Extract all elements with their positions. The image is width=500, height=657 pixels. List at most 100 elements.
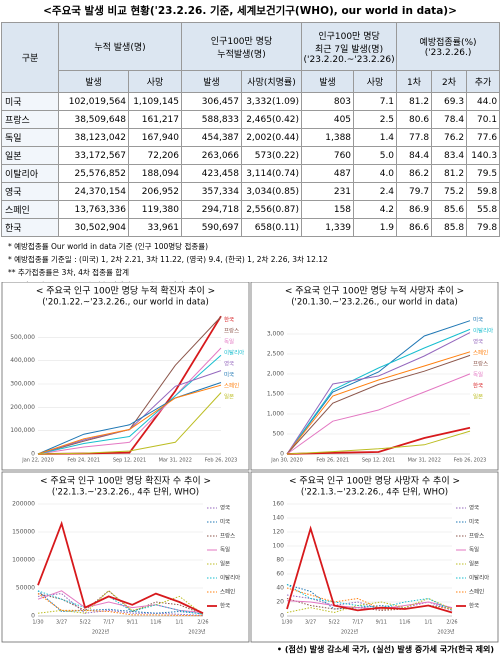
x-tick-label: Jan 30, 2020	[270, 458, 303, 464]
cell: 5.0	[353, 146, 398, 165]
y-tick-label: 200,000	[10, 404, 35, 411]
subheader-cell: 사망	[127, 70, 183, 93]
legend-label: 독일	[220, 546, 230, 554]
series-line	[37, 590, 204, 615]
chart-title: < 주요국 인구 100만 명당 확진자 수 추이 >	[40, 475, 211, 487]
y-tick-label: 80	[276, 557, 284, 564]
header-cell: 인구100만 명당 최근 7일 발생(명) ('23.2.20.~'23.2.2…	[301, 22, 398, 71]
subheader-cell: 발생	[181, 70, 243, 93]
cell: 78.4	[431, 110, 468, 129]
x-group-label: 2023년	[188, 629, 206, 636]
x-tick-label: 11/6	[399, 620, 410, 626]
cell: 405	[301, 110, 355, 129]
country-cell: 영국	[1, 182, 59, 201]
x-tick-label: 9/11	[127, 620, 138, 626]
cell: 1,339	[301, 218, 355, 237]
series-end-label: 스페인	[224, 382, 239, 390]
cell: 487	[301, 164, 355, 183]
series-end-label: 한국	[473, 383, 483, 390]
series-line	[37, 384, 222, 455]
cell: 231	[301, 182, 355, 201]
legend-label: 한국	[469, 603, 479, 610]
panel	[250, 471, 499, 643]
y-tick-label: 150000	[12, 529, 35, 536]
series-end-label: 이탈리아	[224, 349, 244, 357]
x-tick-label: 2/26	[197, 620, 208, 626]
cell: 3,332(1.09)	[241, 92, 303, 111]
series-line	[37, 590, 204, 614]
series-line	[286, 354, 471, 455]
series-end-label: 미국	[224, 371, 234, 379]
cell: 102,019,564	[58, 92, 129, 111]
cell: 140.3	[466, 146, 500, 165]
legend-label: 영국	[469, 504, 479, 512]
x-tick-label: 1/30	[281, 620, 292, 626]
y-tick-label: 100	[273, 543, 285, 550]
country-cell: 미국	[1, 92, 59, 111]
cell: 85.6	[431, 200, 468, 219]
cell: 79.8	[466, 218, 500, 237]
cell: 72,206	[127, 146, 183, 165]
x-tick-label: 1/30	[32, 620, 43, 626]
series-end-label: 프랑스	[473, 361, 488, 368]
cell: 38,509,648	[58, 110, 129, 129]
series-end-label: 프랑스	[224, 328, 239, 335]
country-cell: 스페인	[1, 200, 59, 219]
subheader-cell: 사망(치명률)	[241, 70, 303, 93]
subheader-cell: 2차	[431, 70, 468, 93]
series-line	[286, 332, 471, 455]
table-row: 스페인 13,763,336 119,380 294,718 2,556(0.87) 15…	[1, 200, 500, 219]
legend-label: 이탈리아	[220, 574, 240, 582]
x-group-label: 2022년	[92, 629, 110, 636]
table-row: 일본 33,172,567 72,206 263,066 573(0.22) 760 5.0…	[1, 146, 500, 165]
legend-label: 일본	[469, 560, 479, 568]
cell: 803	[301, 92, 355, 111]
x-tick-label: Mar 31, 2022	[159, 458, 192, 464]
series-line	[37, 354, 222, 455]
cell: 206,952	[127, 182, 183, 201]
x-tick-label: Feb 26, 2021	[316, 458, 349, 464]
y-tick-label: 1,000	[267, 411, 284, 418]
y-tick-label: 160	[273, 501, 285, 508]
series-line	[286, 351, 471, 455]
cell: 454,387	[181, 128, 243, 147]
y-tick-label: 0	[280, 613, 284, 620]
note: * 예방접종률 기준일 : (미국) 1, 2차 2.21, 3차 11.22,…	[8, 255, 328, 264]
x-tick-label: Sep 12, 2021	[362, 458, 395, 464]
series-line	[37, 382, 222, 455]
cell: 33,172,567	[58, 146, 129, 165]
page-title: <주요국 발생 비교 현황('23.2.26. 기준, 세계보건기구(WHO),…	[43, 5, 457, 17]
subheader-cell: 추가	[466, 70, 500, 93]
series-line	[286, 426, 471, 455]
y-tick-label: 0	[280, 451, 284, 458]
cell: 294,718	[181, 200, 243, 219]
series-end-label: 영국	[224, 360, 234, 368]
header-cell: 예방접종률(%) ('23.2.26.)	[396, 22, 500, 71]
chart-subtitle: ('20.1.22.~'23.2.26., our world in data)	[42, 298, 209, 308]
chart-title: < 주요국 인구 100만 명당 누적 확진자 추이 >	[36, 285, 215, 297]
y-tick-label: 2,500	[267, 351, 284, 358]
series-end-label: 한국	[224, 317, 234, 324]
subheader-cell: 1차	[396, 70, 433, 93]
table-row: 이탈리아 25,576,852 188,094 423,458 3,114(0.74) 4…	[1, 164, 500, 183]
series-end-label: 독일	[473, 371, 483, 379]
series-line	[37, 593, 204, 616]
x-tick-label: 1/1	[175, 620, 183, 626]
cell: 158	[301, 200, 355, 219]
cell: 167,940	[127, 128, 183, 147]
series-line	[37, 392, 222, 455]
x-tick-label: 5/22	[329, 620, 340, 626]
chart-title: < 주요국 인구 100만 명당 누적 사망자 추이 >	[285, 285, 464, 297]
cell: 33,961	[127, 218, 183, 237]
cell: 83.4	[431, 146, 468, 165]
x-tick-label: 3/27	[56, 620, 67, 626]
y-tick-label: 100000	[12, 557, 35, 564]
legend-label: 이탈리아	[469, 574, 489, 582]
series-end-label: 일본	[224, 393, 234, 401]
cell: 590,697	[181, 218, 243, 237]
chart-subtitle: ('22.1.3.~'23.2.26., 4주 단위, WHO)	[52, 487, 199, 498]
x-tick-label: 9/11	[376, 620, 387, 626]
x-tick-label: Mar 31, 2022	[408, 458, 441, 464]
x-tick-label: Feb 24, 2021	[67, 458, 100, 464]
series-line	[37, 593, 204, 617]
